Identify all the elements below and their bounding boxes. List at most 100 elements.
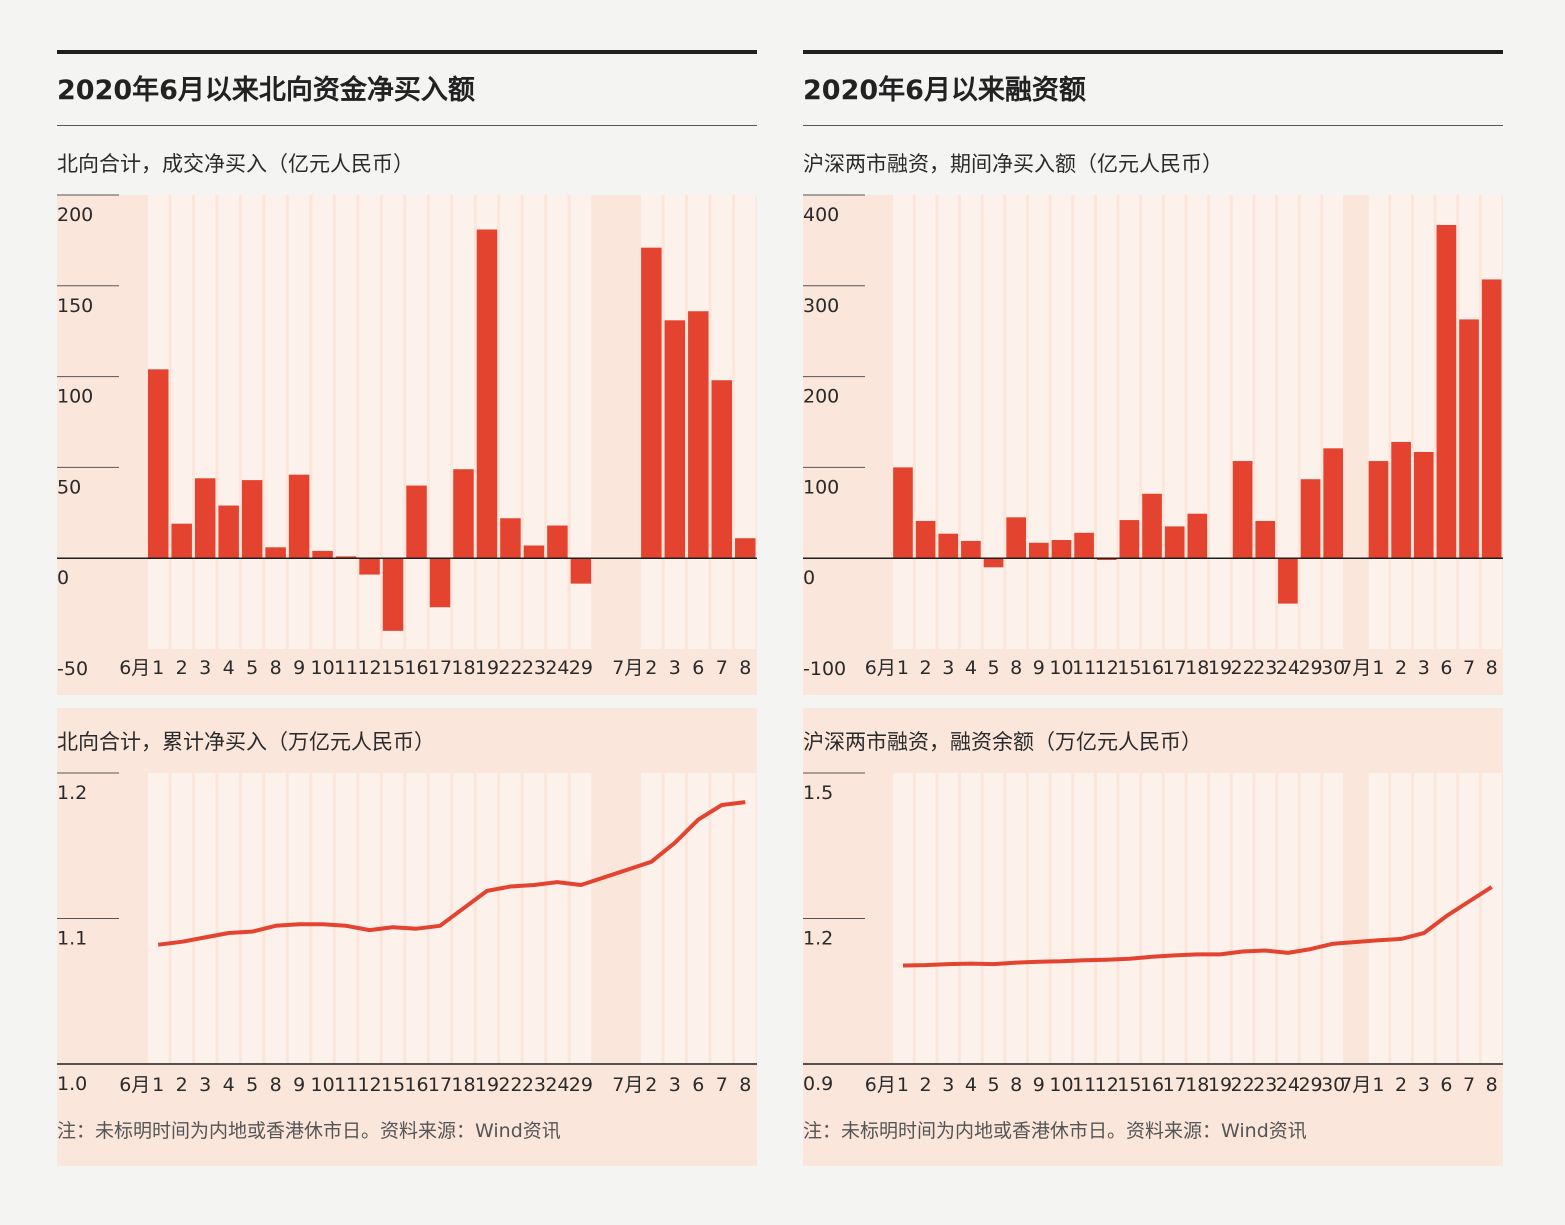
y-tick-label: 150: [57, 295, 93, 317]
x-tick-label: 24: [1276, 1074, 1300, 1096]
x-tick-label: 7: [1463, 1074, 1475, 1096]
x-tick-label: 22: [1231, 657, 1255, 679]
x-tick-label: 5: [987, 657, 999, 679]
bar: [1413, 451, 1434, 559]
x-tick-label: 2: [1395, 657, 1407, 679]
y-tick-label: -50: [57, 658, 88, 680]
trading-day-stripe: [1413, 773, 1434, 1064]
title-rule: [803, 125, 1503, 126]
bar: [429, 558, 451, 608]
bar: [194, 478, 216, 559]
y-tick-label: 100: [803, 476, 839, 498]
trading-day-stripe: [523, 195, 545, 649]
bar: [711, 380, 733, 559]
y-tick-label: 200: [57, 204, 93, 226]
x-tick-label: 17: [428, 657, 452, 679]
x-tick-label: 4: [965, 657, 977, 679]
trading-day-stripe: [1391, 195, 1411, 649]
x-tick-label: 12: [357, 657, 381, 679]
trading-day-stripe: [288, 195, 310, 649]
x-tick-label: 7: [716, 657, 728, 679]
trading-day-stripe: [711, 773, 733, 1064]
x-tick-label: 2: [920, 657, 932, 679]
x-tick-label: 19: [475, 657, 499, 679]
x-tick-label: 4: [223, 1074, 235, 1096]
trading-day-stripe: [1368, 773, 1389, 1064]
trading-day-stripe: [570, 773, 592, 1064]
x-tick-label: 15: [1117, 1074, 1141, 1096]
trading-day-stripe: [359, 195, 380, 649]
margin-balance-line-chart: 1.51.20.9 6月 1 2 3 4 5 8 9 1011121516171819222324…: [803, 772, 1503, 1096]
bar: [1459, 319, 1479, 559]
trading-day-stripe: [664, 773, 686, 1064]
trading-day-stripe: [453, 195, 474, 649]
trading-day-stripe: [1142, 195, 1162, 649]
x-tick-label: 16: [404, 657, 428, 679]
trading-day-stripe: [335, 195, 357, 649]
x-tick-label: 29: [569, 1074, 593, 1096]
trading-day-stripe: [1187, 195, 1208, 649]
bar: [1323, 448, 1343, 559]
trading-day-stripe: [1459, 773, 1479, 1064]
x-tick-label: 23: [522, 1074, 546, 1096]
series-line: [902, 885, 1493, 968]
x-tick-label: 12: [357, 1074, 381, 1096]
x-tick-label: 30: [1321, 1074, 1345, 1096]
x-tick-label: 2: [176, 1074, 188, 1096]
x-tick-label: 16: [1140, 657, 1164, 679]
x-tick-label: 8: [1010, 657, 1022, 679]
right-panel: 2020年6月以来融资额 沪深两市融资，期间净买入额（亿元人民币） 400 300…: [803, 0, 1503, 1225]
trading-day-stripe: [983, 773, 1004, 1064]
x-tick-label: 15: [381, 1074, 405, 1096]
bar: [1074, 532, 1094, 559]
trading-day-stripe: [1119, 773, 1140, 1064]
x-tick-label: 8: [270, 657, 282, 679]
bar: [1051, 540, 1072, 559]
x-tick-label: 16: [1140, 1074, 1164, 1096]
y-tick-label: 1.2: [803, 928, 833, 950]
x-tick-label: 18: [1185, 1074, 1209, 1096]
x-tick-label: 2: [1395, 1074, 1407, 1096]
x-tick-label: 1: [897, 657, 909, 679]
x-tick-label: 17: [1163, 657, 1187, 679]
x-tick-label: 8: [270, 1074, 282, 1096]
x-tick-label: 6月: [865, 657, 896, 679]
trading-day-stripe: [570, 195, 592, 649]
x-tick-label: 1: [1372, 657, 1384, 679]
y-tick-label: 400: [803, 204, 839, 226]
x-tick-label: 6: [1440, 1074, 1452, 1096]
trading-day-stripe: [500, 773, 521, 1064]
trading-day-stripe: [312, 195, 333, 649]
x-tick-label: 16: [404, 1074, 428, 1096]
bar: [1368, 461, 1389, 559]
x-tick-label: 7月: [1340, 1074, 1371, 1096]
x-tick-label: 17: [1163, 1074, 1187, 1096]
trading-day-stripe: [1323, 773, 1343, 1064]
x-tick-label: 23: [1253, 1074, 1277, 1096]
y-tick-label: 0: [57, 567, 69, 589]
bar: [1119, 520, 1140, 559]
x-tick-label: 30: [1321, 657, 1345, 679]
trading-day-stripe: [476, 773, 498, 1064]
x-tick-label: 11: [1072, 657, 1096, 679]
bar: [241, 480, 263, 559]
source-note: 注：未标明时间为内地或香港休市日。资料来源：Wind资讯: [803, 1120, 1307, 1142]
bar-chart-subtitle: 北向合计，成交净买入（亿元人民币）: [57, 152, 414, 176]
x-tick-label: 8: [739, 657, 751, 679]
trading-day-stripe: [1368, 195, 1389, 649]
trading-day-stripe: [288, 773, 310, 1064]
bar: [915, 520, 936, 559]
x-tick-label: 11: [334, 1074, 358, 1096]
x-tick-label: 11: [1072, 1074, 1096, 1096]
trading-day-stripe: [938, 195, 959, 649]
x-tick-label: 15: [381, 657, 405, 679]
bar: [500, 518, 521, 559]
trading-day-stripe: [1255, 195, 1276, 649]
x-tick-label: 1: [897, 1074, 909, 1096]
y-tick-label: 200: [803, 386, 839, 408]
x-tick-label: 10: [1049, 1074, 1073, 1096]
x-tick-label: 3: [1418, 1074, 1430, 1096]
y-tick-label: -100: [803, 658, 846, 680]
trading-day-stripe: [1096, 195, 1117, 649]
trading-day-stripe: [241, 195, 263, 649]
